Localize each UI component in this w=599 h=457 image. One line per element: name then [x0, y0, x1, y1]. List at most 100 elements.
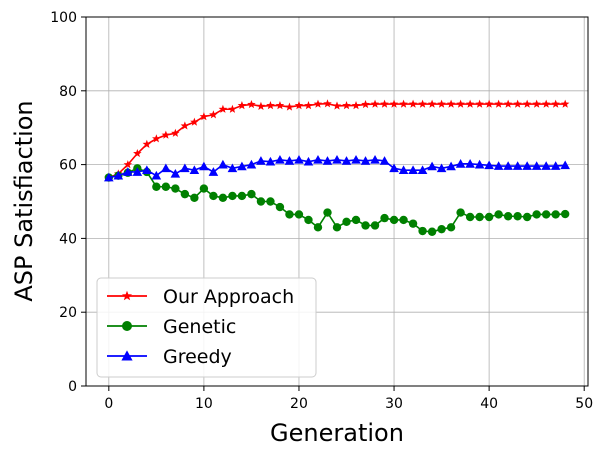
legend-item-our-approach[interactable]: Our Approach: [107, 286, 294, 308]
greedy-point: [199, 161, 209, 171]
genetic-point: [541, 210, 551, 219]
our-approach-point: [285, 102, 294, 111]
greedy-point: [132, 167, 143, 176]
genetic-point: [275, 202, 285, 212]
our-approach-point: [199, 112, 209, 121]
genetic-point: [171, 184, 180, 193]
our-approach-point: [560, 99, 570, 108]
genetic-point: [209, 191, 218, 201]
genetic-point: [503, 212, 513, 221]
y-tick-label: 80: [59, 84, 77, 100]
our-approach-point: [551, 99, 560, 108]
genetic-point: [456, 208, 465, 217]
our-approach-point: [304, 101, 313, 110]
greedy-point: [389, 163, 399, 173]
greedy-point: [541, 161, 551, 170]
genetic-point: [351, 215, 361, 225]
greedy-point: [408, 165, 418, 174]
genetic-point: [427, 227, 437, 236]
our-approach-point: [171, 128, 180, 137]
greedy-point: [208, 167, 219, 176]
our-approach-point: [256, 101, 266, 110]
genetic-point: [199, 184, 209, 193]
our-approach-point: [380, 99, 389, 108]
our-approach-point: [408, 99, 418, 108]
genetic-point: [323, 208, 332, 217]
genetic-point: [228, 191, 237, 201]
tick-layer: 0 10 20 30 40 50 0 20 40 60 80 100: [50, 10, 593, 412]
greedy-point: [275, 155, 285, 164]
our-approach-point: [142, 139, 152, 148]
greedy-point: [237, 161, 247, 171]
genetic-point: [180, 189, 190, 199]
legend[interactable]: Our Approach Genetic Greedy: [96, 277, 317, 378]
legend-label-greedy: Greedy: [163, 346, 232, 368]
genetic-point: [551, 210, 560, 219]
greedy-point: [161, 163, 171, 173]
legend-item-greedy[interactable]: Greedy: [107, 346, 232, 368]
our-approach-point: [532, 99, 541, 108]
greedy-point: [227, 163, 238, 173]
genetic-line: [108, 167, 566, 233]
genetic-point: [152, 182, 161, 191]
genetic-point: [313, 223, 323, 232]
greedy-point: [398, 165, 409, 174]
greedy-point: [313, 155, 323, 164]
genetic-point: [161, 182, 171, 191]
greedy-point: [256, 156, 266, 165]
our-approach-point: [389, 99, 399, 108]
greedy-point: [360, 156, 371, 165]
our-approach-point: [332, 101, 342, 110]
our-approach-point: [361, 99, 370, 109]
genetic-point: [266, 197, 275, 206]
our-approach-point: [275, 101, 285, 110]
x-axis-label: Generation: [270, 419, 404, 447]
genetic-point: [304, 215, 313, 225]
our-approach-point: [209, 110, 218, 119]
genetic-point: [389, 215, 399, 225]
y-tick-label: 100: [50, 10, 77, 26]
genetic-point: [218, 193, 228, 203]
series-greedy: [104, 155, 570, 182]
greedy-point: [104, 172, 114, 182]
greedy-point: [484, 160, 494, 170]
genetic-point: [190, 193, 199, 203]
greedy-point: [560, 160, 570, 170]
our-approach-point: [484, 99, 494, 108]
our-approach-point: [541, 99, 551, 108]
our-approach-point: [133, 149, 142, 158]
legend-item-genetic[interactable]: Genetic: [107, 316, 236, 338]
greedy-point: [436, 163, 447, 173]
y-tick-label: 60: [59, 158, 77, 174]
our-approach-point: [503, 99, 513, 108]
x-tick-label: 30: [385, 396, 403, 412]
legend-marker-greedy: [121, 350, 133, 361]
x-tick-label: 40: [480, 396, 498, 412]
greedy-point: [294, 155, 304, 164]
genetic-point: [370, 221, 380, 230]
our-approach-point: [218, 104, 228, 113]
legend-box: [96, 277, 317, 378]
legend-marker-our-approach: [121, 290, 133, 301]
x-tick-label: 10: [195, 396, 213, 412]
our-approach-point: [465, 99, 475, 108]
greedy-point: [503, 161, 513, 170]
genetic-point: [256, 197, 266, 206]
our-approach-point: [313, 99, 323, 108]
our-approach-point: [513, 99, 522, 108]
genetic-point: [399, 215, 408, 225]
series-layer: [104, 99, 570, 236]
genetic-point: [247, 189, 256, 199]
our-approach-point: [266, 101, 275, 110]
our-approach-point: [161, 130, 171, 139]
greedy-point: [370, 155, 380, 164]
greedy-point: [427, 161, 437, 171]
greedy-point: [246, 159, 257, 169]
y-axis-label: ASP Satisfiaction: [10, 100, 38, 301]
genetic-point: [475, 212, 484, 222]
our-approach-point: [437, 99, 446, 108]
greedy-point: [303, 156, 314, 166]
our-approach-point: [427, 99, 437, 108]
greedy-point: [446, 161, 456, 171]
